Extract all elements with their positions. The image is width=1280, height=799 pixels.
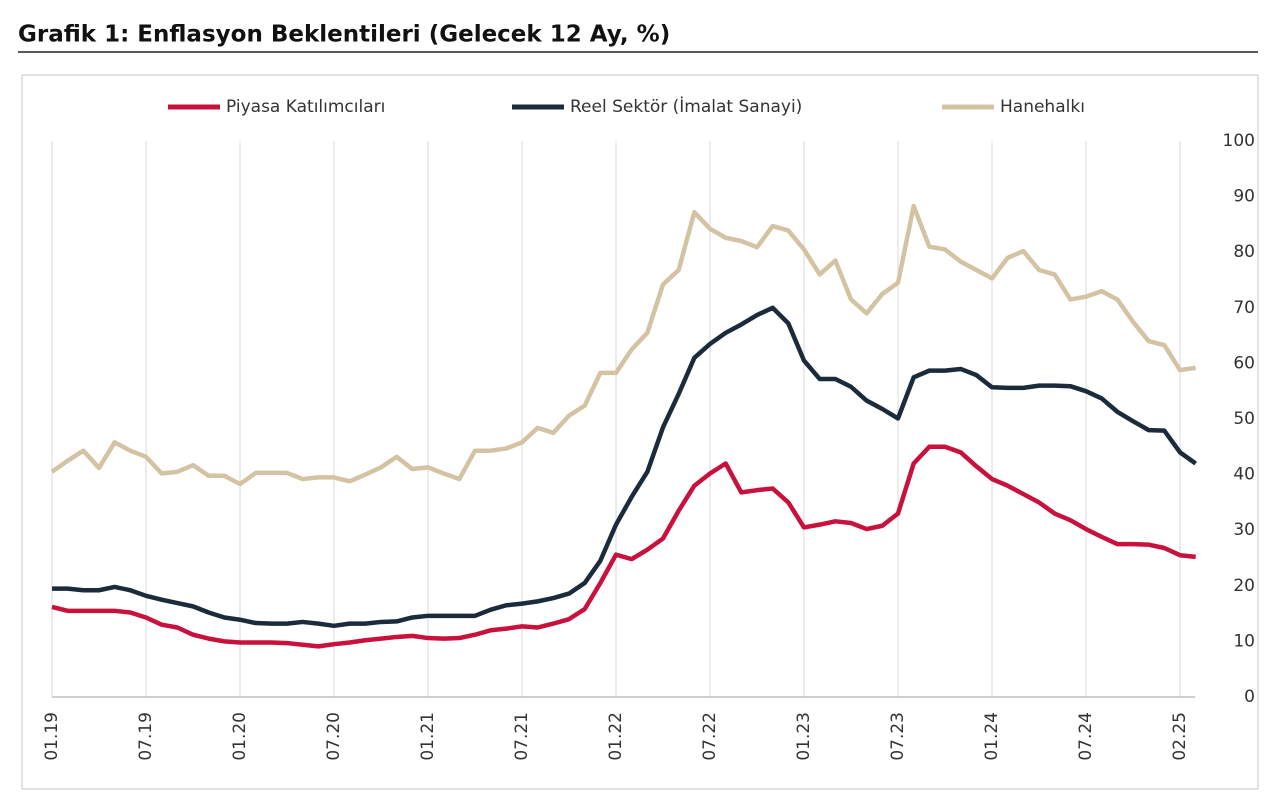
y-tick-label: 40 <box>1233 465 1255 485</box>
x-tick-label: 07.19 <box>136 712 156 761</box>
x-tick-label: 01.24 <box>982 712 1002 761</box>
y-tick-label: 20 <box>1233 576 1255 596</box>
y-tick-label: 10 <box>1233 631 1255 651</box>
legend-label: Hanehalkı <box>1000 97 1085 117</box>
x-tick-label: 02.25 <box>1170 712 1190 761</box>
series-line <box>51 444 1196 649</box>
x-tick-label: 01.20 <box>230 712 250 761</box>
legend-label: Reel Sektör (İmalat Sanayi) <box>570 96 802 117</box>
y-tick-label: 100 <box>1223 131 1255 151</box>
x-tick-label: 01.22 <box>606 712 626 761</box>
series-line <box>50 203 1196 487</box>
x-tick-label: 07.22 <box>700 712 720 761</box>
chart-title: Grafik 1: Enflasyon Beklentileri (Gelece… <box>18 22 670 48</box>
y-tick-label: 50 <box>1233 409 1255 429</box>
y-tick-label: 90 <box>1233 187 1255 207</box>
y-tick-label: 70 <box>1233 298 1255 318</box>
y-tick-label: 0 <box>1244 687 1255 707</box>
y-tick-label: 60 <box>1233 353 1255 373</box>
x-tick-label: 01.21 <box>418 712 438 761</box>
x-tick-label: 07.21 <box>512 712 532 761</box>
y-tick-label: 80 <box>1233 242 1255 262</box>
series-line <box>52 305 1197 629</box>
chart-frame <box>21 74 1259 790</box>
x-tick-label: 01.19 <box>42 712 62 761</box>
x-tick-label: 07.24 <box>1076 712 1096 761</box>
x-tick-label: 07.23 <box>888 712 908 761</box>
y-tick-label: 30 <box>1233 520 1255 540</box>
legend-label: Piyasa Katılımcıları <box>226 97 385 117</box>
x-tick-label: 07.20 <box>324 712 344 761</box>
x-tick-label: 01.23 <box>794 712 814 761</box>
